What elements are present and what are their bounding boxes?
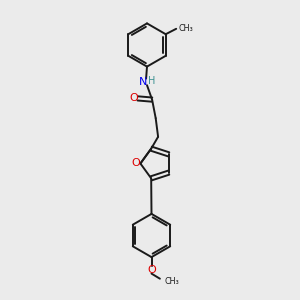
Text: O: O bbox=[129, 93, 138, 103]
Text: H: H bbox=[148, 76, 156, 86]
Text: O: O bbox=[147, 265, 156, 275]
Text: N: N bbox=[139, 77, 148, 87]
Text: O: O bbox=[131, 158, 140, 169]
Text: CH₃: CH₃ bbox=[178, 24, 193, 33]
Text: CH₃: CH₃ bbox=[164, 277, 179, 286]
